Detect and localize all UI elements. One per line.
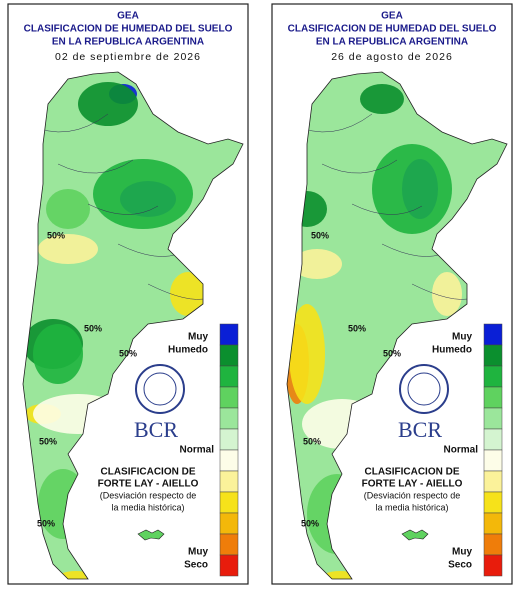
province-border [87, 203, 159, 215]
legend-swatch [483, 386, 503, 409]
legend-swatch [219, 491, 239, 514]
legend-wet-2: Humedo [168, 345, 208, 356]
legend-swatch [219, 533, 239, 556]
legend-swatch [483, 323, 503, 346]
contour-label: 50% [47, 230, 65, 240]
logo-text: BCR [134, 417, 178, 442]
legend-swatch [483, 449, 503, 472]
legend-swatch [219, 470, 239, 493]
header-title: CLASIFICACION DE HUMEDAD DEL SUELO [24, 24, 233, 35]
header-org: GEA [117, 11, 139, 22]
moisture-zone [289, 304, 325, 404]
moisture-zone [93, 159, 193, 229]
header-subtitle: EN LA REPUBLICA ARGENTINA [52, 37, 204, 48]
logo-text: BCR [398, 417, 442, 442]
contour-label: 50% [303, 436, 321, 446]
method-note: (Desviación respecto de [364, 490, 461, 500]
legend-dry-2: Seco [184, 560, 208, 571]
legend-wet-1: Muy [188, 332, 208, 343]
malvinas [401, 529, 429, 541]
logo-seal [399, 364, 449, 414]
header-date: 02 de septiembre de 2026 [55, 51, 201, 63]
legend-swatch [219, 386, 239, 409]
header-org: GEA [381, 11, 403, 22]
legend-swatch [483, 554, 503, 577]
header-title: CLASIFICACION DE HUMEDAD DEL SUELO [288, 24, 497, 35]
legend-normal: Normal [180, 445, 215, 456]
legend-swatch [483, 533, 503, 556]
contour-label: 50% [383, 348, 401, 358]
legend-swatch [483, 491, 503, 514]
province-border [321, 159, 398, 174]
legend-dry-1: Muy [452, 547, 472, 558]
map-base [287, 72, 507, 579]
moisture-zone [360, 84, 404, 114]
legend-swatch [219, 512, 239, 535]
contour-label: 50% [84, 323, 102, 333]
legend-swatch [219, 554, 239, 577]
moisture-zone [78, 82, 138, 126]
method-note: FORTE LAY - AIELLO [98, 479, 199, 490]
legend-normal: Normal [444, 445, 479, 456]
legend-swatch [219, 449, 239, 472]
logo-seal-inner [143, 372, 177, 406]
method-note: CLASIFICACION DE [101, 467, 196, 478]
header-subtitle: EN LA REPUBLICA ARGENTINA [316, 37, 468, 48]
contour-label: 50% [39, 436, 57, 446]
legend-swatch [483, 365, 503, 388]
legend-swatch [219, 323, 239, 346]
legend-swatch [219, 428, 239, 451]
method-note: (Desviación respecto de [100, 490, 197, 500]
map-outline [286, 71, 508, 580]
logo-seal-inner [407, 372, 441, 406]
legend-dry-2: Seco [448, 560, 472, 571]
legend-swatch [483, 428, 503, 451]
legend-swatch [483, 470, 503, 493]
legend-wet-2: Humedo [432, 345, 472, 356]
legend-swatch [483, 512, 503, 535]
panel: GEA CLASIFICACION DE HUMEDAD DEL SUELO EN … [7, 3, 249, 585]
contour-label: 50% [37, 518, 55, 528]
legend-swatch [219, 344, 239, 367]
contour-label: 50% [311, 230, 329, 240]
method-note: CLASIFICACION DE [365, 467, 460, 478]
moisture-zone [170, 272, 206, 316]
contour-label: 50% [301, 518, 319, 528]
logo-seal [135, 364, 185, 414]
method-note: FORTE LAY - AIELLO [362, 479, 463, 490]
moisture-zone [46, 189, 90, 229]
panel: GEA CLASIFICACION DE HUMEDAD DEL SUELO EN … [271, 3, 513, 585]
malvinas [137, 529, 165, 541]
legend-swatch [483, 407, 503, 430]
province-border [351, 203, 423, 215]
moisture-zone [292, 249, 342, 279]
legend-swatch [219, 365, 239, 388]
method-note: la media histórica) [111, 502, 184, 512]
header-date: 26 de agosto de 2026 [331, 51, 453, 63]
soil-moisture-map [287, 72, 507, 579]
map-outline [22, 71, 244, 580]
method-note: la media histórica) [375, 502, 448, 512]
legend-swatch [483, 344, 503, 367]
moisture-zone [38, 234, 98, 264]
legend-wet-1: Muy [452, 332, 472, 343]
legend-dry-1: Muy [188, 547, 208, 558]
moisture-zone [432, 272, 462, 316]
legend-swatch [219, 407, 239, 430]
province-border [57, 159, 134, 174]
moisture-zone [33, 324, 83, 384]
contour-label: 50% [119, 348, 137, 358]
contour-label: 50% [348, 323, 366, 333]
moisture-zone [372, 144, 452, 234]
